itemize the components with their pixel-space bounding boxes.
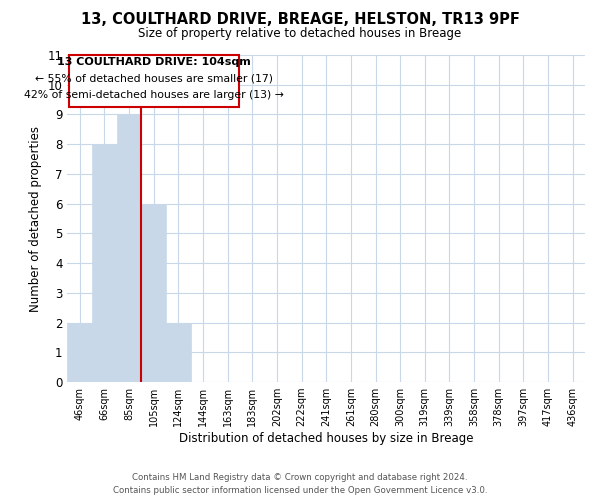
Bar [142,204,166,382]
Bar [67,322,92,382]
Bar [92,144,117,382]
Text: Size of property relative to detached houses in Breage: Size of property relative to detached ho… [139,28,461,40]
Text: 42% of semi-detached houses are larger (13) →: 42% of semi-detached houses are larger (… [24,90,284,100]
Text: 13 COULTHARD DRIVE: 104sqm: 13 COULTHARD DRIVE: 104sqm [57,58,251,68]
Text: 13, COULTHARD DRIVE, BREAGE, HELSTON, TR13 9PF: 13, COULTHARD DRIVE, BREAGE, HELSTON, TR… [80,12,520,28]
Text: ← 55% of detached houses are smaller (17): ← 55% of detached houses are smaller (17… [35,73,272,83]
Y-axis label: Number of detached properties: Number of detached properties [29,126,42,312]
Bar [117,114,142,382]
FancyBboxPatch shape [68,55,239,107]
Bar [166,322,191,382]
Text: Contains HM Land Registry data © Crown copyright and database right 2024.
Contai: Contains HM Land Registry data © Crown c… [113,474,487,495]
X-axis label: Distribution of detached houses by size in Breage: Distribution of detached houses by size … [179,432,473,445]
